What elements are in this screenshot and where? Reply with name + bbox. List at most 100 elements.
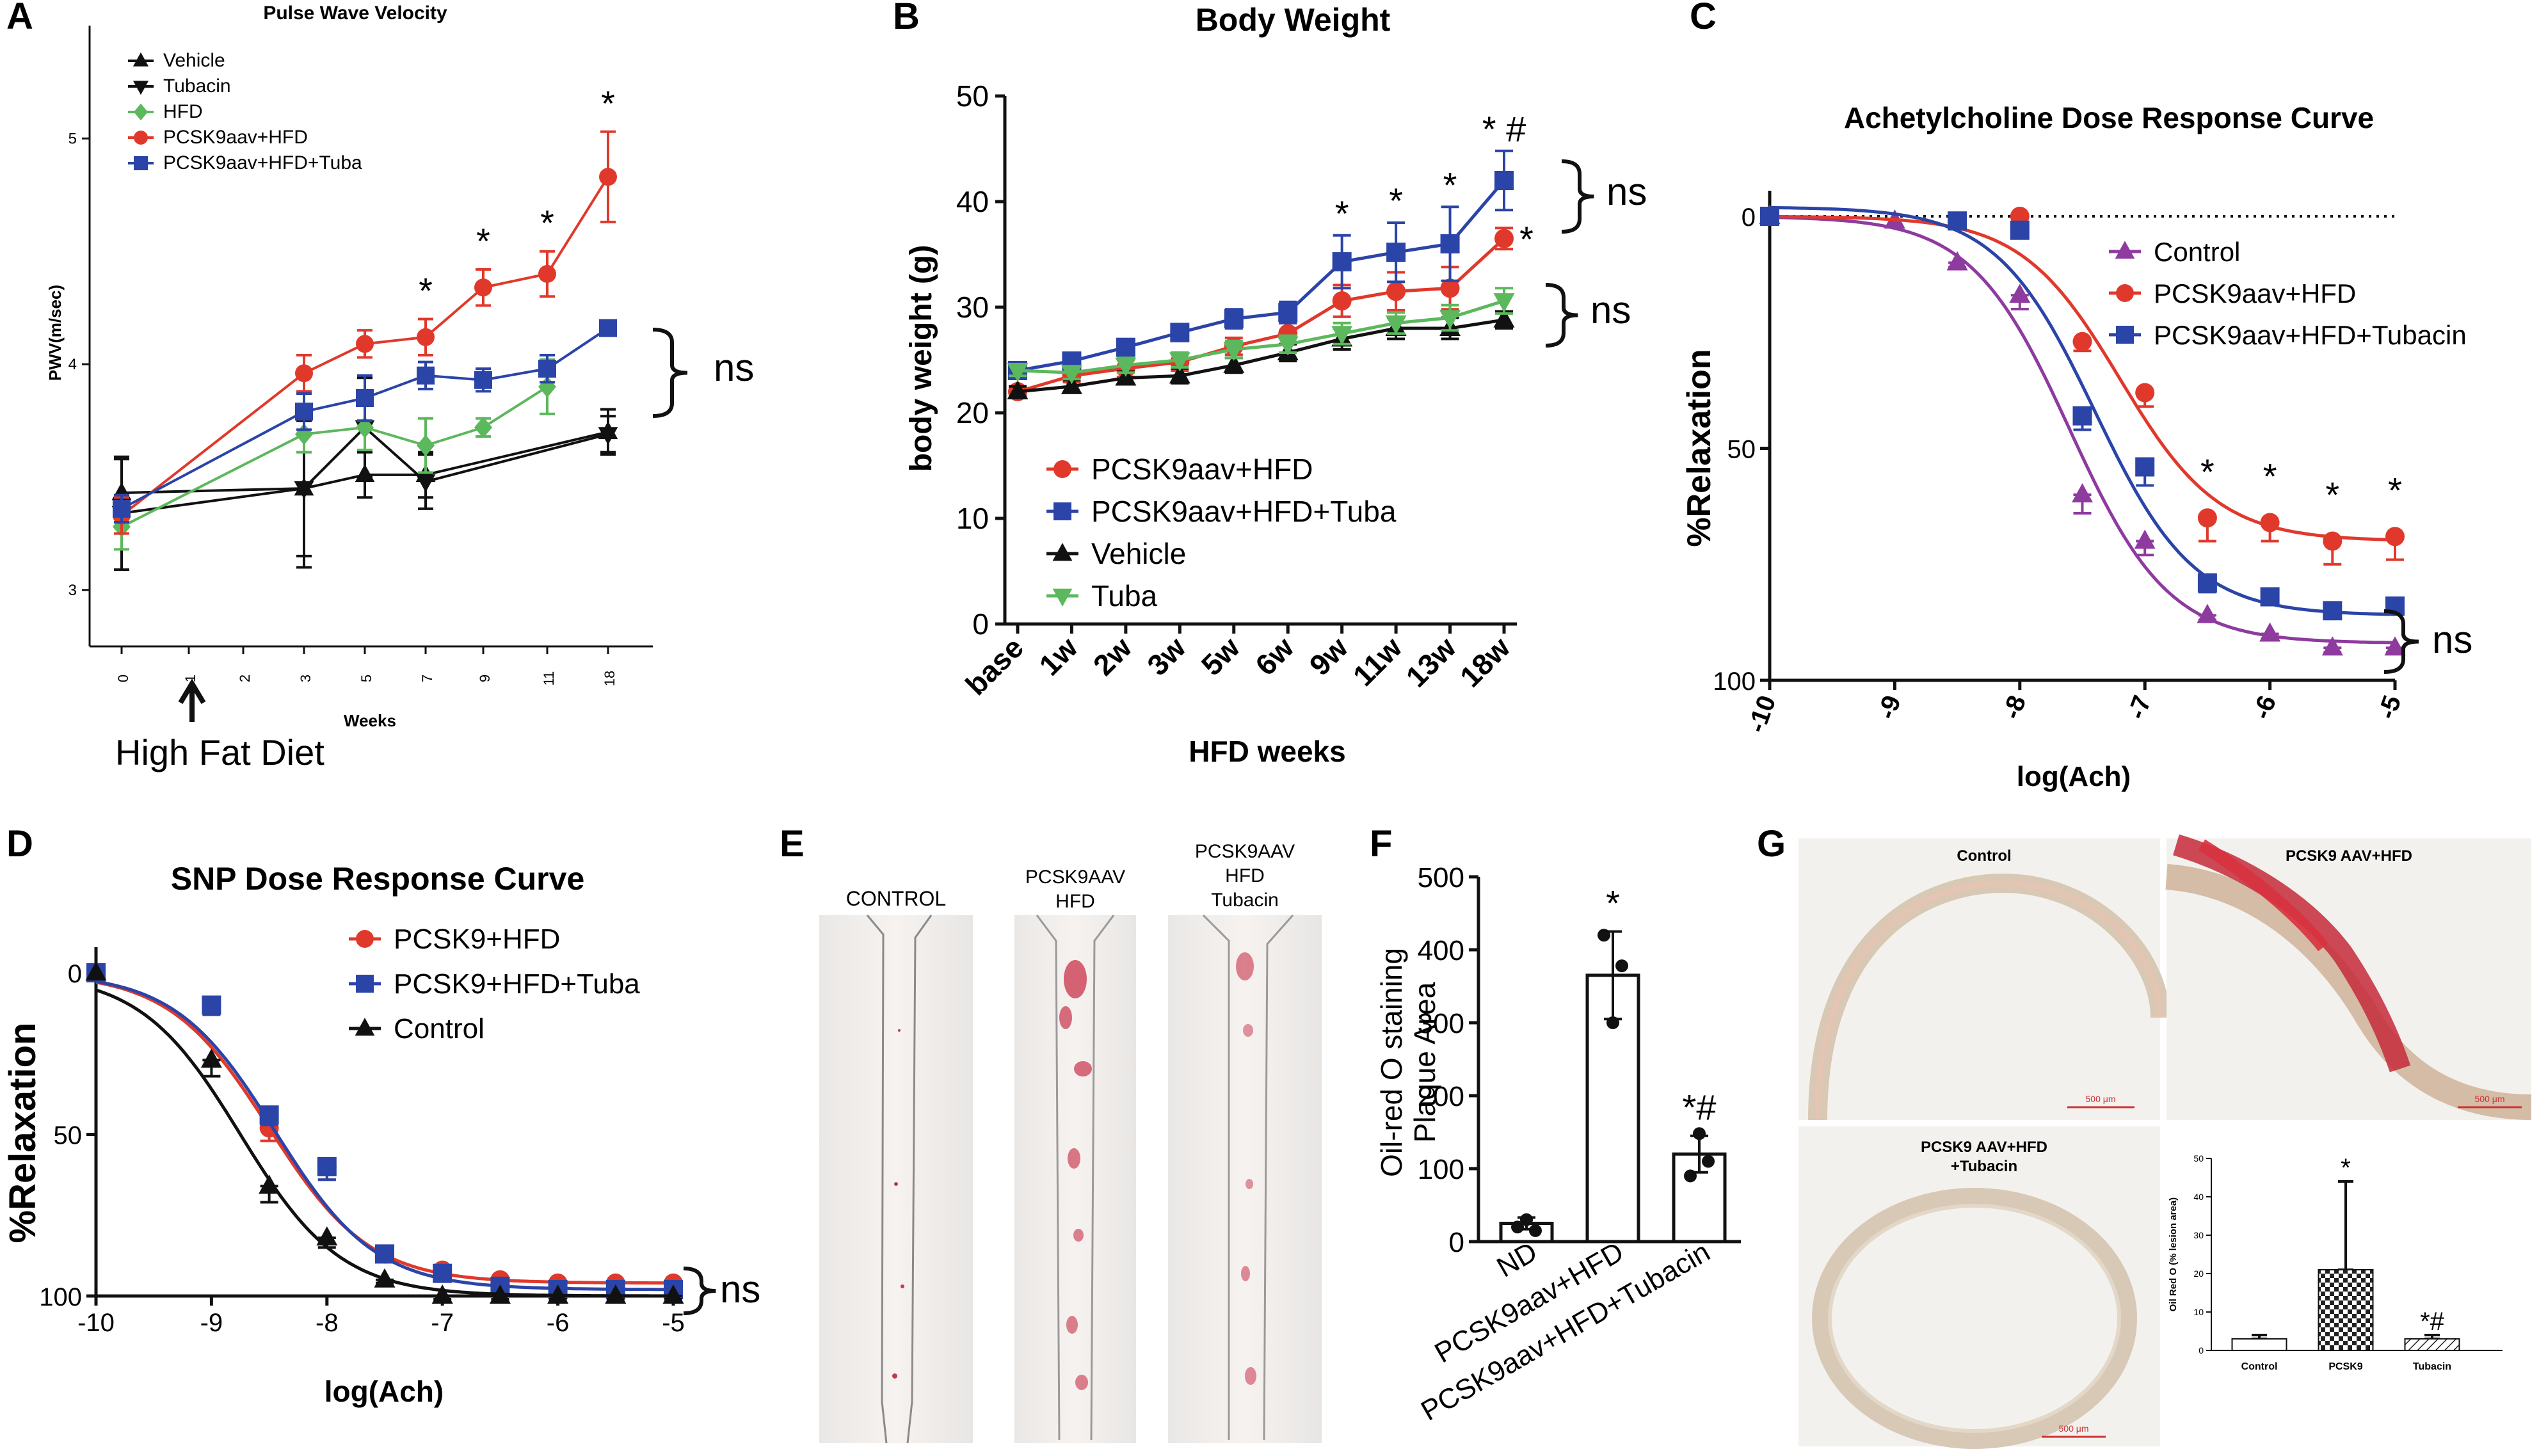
- panel-letter-b: B: [893, 0, 920, 37]
- chart-d-point: [547, 1284, 569, 1304]
- chart-c-y-tick-label: 50: [1727, 436, 1756, 464]
- chart-b-legend-label: PCSK9aav+HFD+Tuba: [1091, 495, 1397, 528]
- chart-a-bracket-label: ns: [714, 346, 754, 389]
- chart-b-legend-marker: [1053, 460, 1071, 478]
- chart-b-series-line: [1017, 299, 1505, 374]
- chart-b-y-tick-label: 50: [956, 79, 989, 113]
- chart-b-legend-label: Tuba: [1091, 579, 1158, 612]
- chart-c-significance: *: [2388, 470, 2402, 510]
- chart-d-y-tick-label: 50: [54, 1122, 83, 1150]
- chart-c-point: [1948, 211, 1967, 231]
- chart-b-x-tick-label: 9w: [1303, 630, 1354, 682]
- chart-a-point: [295, 403, 313, 421]
- chart-c-point: [2197, 604, 2218, 623]
- chart-b-title: Body Weight: [1196, 2, 1391, 38]
- chart-c-significance: *: [2263, 456, 2277, 497]
- chart-b-legend-marker: [1053, 502, 1071, 520]
- chart-c-legend-label: Control: [2154, 237, 2240, 267]
- chart-b-series-line: [1017, 179, 1505, 372]
- chart-b-legend-label: PCSK9aav+HFD: [1091, 452, 1313, 486]
- chart-b-point: [1494, 171, 1514, 190]
- chart-b-point: [1223, 342, 1245, 361]
- chart-c-y-tick-label: 0: [1742, 204, 1756, 232]
- chart-b-bracket-upper: [1561, 159, 1594, 234]
- chart-b-x-tick-label: 3w: [1141, 630, 1192, 682]
- chart-d-x-tick-label: -10: [77, 1309, 115, 1337]
- chart-a-point: [538, 265, 556, 283]
- chart-a-legend-marker: [132, 81, 149, 95]
- chart-b-significance: *: [1443, 164, 1457, 205]
- chart-g-error-bar: [2338, 1180, 2353, 1271]
- chart-f-point: [1511, 1220, 1524, 1234]
- chart-f-y-tick-label: 200: [1418, 1081, 1464, 1112]
- chart-c-legend-label: PCSK9aav+HFD+Tubacin: [2154, 320, 2467, 350]
- chart-c-plot: 0 50 100-10 -9 -8 -7 -6 -5 Control PCSK9aav+HFD PC…: [1681, 191, 2472, 792]
- chart-b-y-tick-label: 30: [956, 291, 989, 324]
- chart-g-bar: [2318, 1269, 2374, 1351]
- panel-letter-c: C: [1690, 0, 1717, 37]
- chart-c-point: [2260, 587, 2280, 607]
- chart-g-y-tick-label: 0: [2199, 1345, 2204, 1356]
- chart-c-point: [2259, 622, 2281, 642]
- chart-b-point: [1061, 365, 1082, 385]
- chart-g-y-tick-label: 40: [2193, 1192, 2204, 1202]
- chart-d-x-tick-label: -6: [547, 1309, 570, 1337]
- chart-b-significance: *: [1335, 193, 1349, 234]
- chart-b-significance: *: [1389, 180, 1403, 221]
- chart-b-y-tick-label: 0: [972, 607, 989, 641]
- chart-a-point: [599, 168, 617, 186]
- chart-a-significance: *: [476, 221, 490, 261]
- panel-letter-f: F: [1370, 823, 1393, 865]
- chart-d-fit-curve: [95, 980, 673, 1292]
- chart-c-x-tick-label: -7: [2122, 692, 2157, 723]
- chart-a-point: [417, 435, 435, 456]
- chart-d-fit-curve: [95, 980, 673, 1285]
- chart-b-x-tick-label: 13w: [1399, 630, 1462, 693]
- chart-c-title: Achetylcholine Dose Response Curve: [1844, 101, 2374, 134]
- chart-f-point: [1529, 1224, 1542, 1237]
- chart-c-fit-curve: [1770, 205, 2396, 616]
- chart-c-point: [1760, 207, 1779, 226]
- chart-g-significance: *: [2341, 1154, 2351, 1182]
- chart-a-significance: *: [540, 203, 554, 243]
- chart-a-point: [538, 376, 556, 398]
- chart-b-point: [1277, 336, 1299, 356]
- micrograph-control-label: Control: [1957, 847, 2011, 865]
- chart-b-point: [1169, 364, 1190, 384]
- chart-a-point: [599, 319, 617, 337]
- chart-a-point: [356, 335, 374, 353]
- chart-b-point: [1385, 315, 1407, 335]
- chart-g-plot: 0 10 20 30 40 50 Oil Red O (% lesion area) Cont…: [2168, 1153, 2503, 1372]
- chart-c-legend-marker: [2115, 241, 2135, 259]
- chart-b-point: [1332, 252, 1352, 272]
- chart-a-x-tick-label: 1: [182, 675, 198, 682]
- chart-d-plot: 0 50 100-10 -9 -8 -7 -6 -5 PCSK9+HFD PCSK9+HFD+Tu…: [2, 924, 760, 1408]
- chart-g-bar: [2231, 1338, 2287, 1351]
- chart-c-x-tick-label: -8: [1998, 692, 2032, 723]
- photo-pcsk9-hfd-tubacin: [1168, 914, 1322, 1443]
- chart-a-legend-label: PCSK9aav+HFD: [163, 127, 308, 148]
- chart-b-bracket-lower: [1545, 283, 1578, 348]
- chart-c-x-tick-label: -6: [2248, 692, 2282, 723]
- chart-c-point: [2197, 573, 2217, 593]
- chart-a-y-tick-label: 5: [68, 130, 77, 147]
- chart-b-series-line: [1017, 237, 1505, 394]
- chart-g-x-tick-label: Control: [2241, 1361, 2278, 1372]
- chart-b-x-label: HFD weeks: [1189, 735, 1345, 768]
- chart-d-x-tick-label: -7: [431, 1309, 454, 1337]
- chart-a-x-tick-label: 0: [115, 675, 131, 682]
- chart-c-fit-curve: [1770, 214, 2396, 542]
- chart-b-point: [1007, 380, 1029, 399]
- chart-d-point: [317, 1157, 337, 1176]
- panel-a-chart: Pulse Wave Velocity 3 4 5 0 1 2 3 5 7 9 11 18 Weeks P…: [45, 3, 754, 772]
- chart-g-significance: *#: [2420, 1308, 2445, 1336]
- chart-a-point: [295, 364, 313, 383]
- chart-d-point: [431, 1284, 453, 1304]
- chart-c-significance: *: [2200, 451, 2215, 492]
- chart-b-point: [1386, 282, 1406, 301]
- chart-d-x-tick-label: -9: [200, 1309, 223, 1337]
- chart-d-point: [259, 1174, 280, 1194]
- chart-d-legend-label: Control: [394, 1013, 485, 1044]
- chart-d-legend-marker: [356, 975, 374, 993]
